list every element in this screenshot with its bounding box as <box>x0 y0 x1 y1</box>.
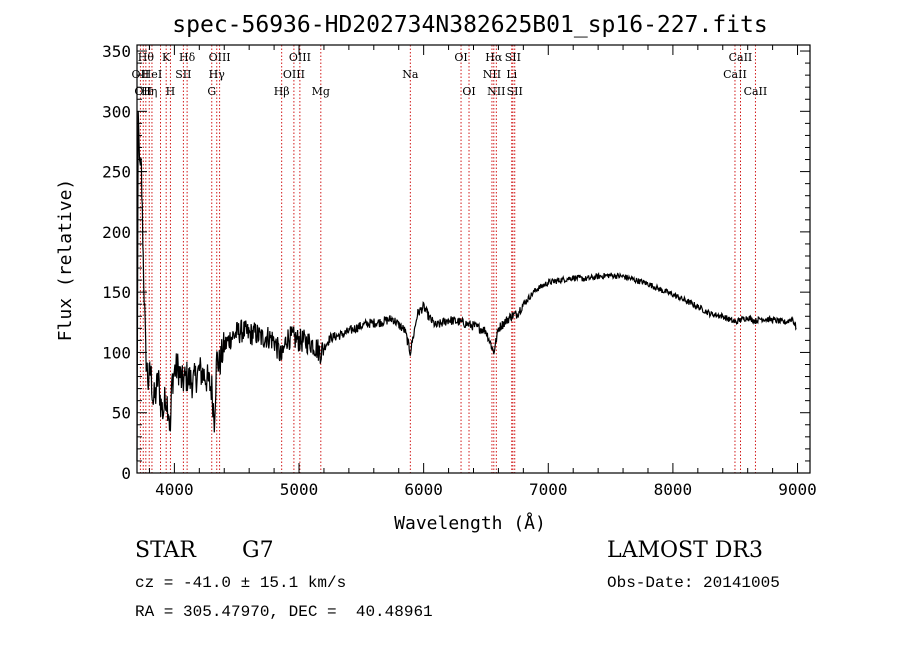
line-label: NII <box>487 85 505 98</box>
y-tick-label: 150 <box>102 283 131 302</box>
line-label: OI <box>462 85 475 98</box>
class-label: STAR <box>135 538 196 563</box>
line-label: OII <box>132 68 150 81</box>
line-label: Hθ <box>138 51 155 64</box>
line-label: OI <box>454 51 467 64</box>
line-label: Hγ <box>209 68 226 81</box>
x-axis-ticks: 4000 5000 6000 7000 8000 9000 <box>148 45 817 499</box>
y-tick-label: 0 <box>121 464 131 483</box>
x-tick-label: 4000 <box>155 480 194 499</box>
y-axis-label: Flux (relative) <box>55 179 76 342</box>
line-label: NII <box>483 68 501 81</box>
line-label: Hη <box>141 85 157 98</box>
y-axis-ticks: 0 50 100 150 200 250 300 350 <box>102 42 810 483</box>
line-label: Mg <box>312 85 330 98</box>
y-tick-label: 300 <box>102 102 131 121</box>
line-label: SII <box>505 51 521 64</box>
line-label: CaII <box>744 85 768 98</box>
line-label: CaII <box>729 51 753 64</box>
y-tick-label: 50 <box>112 404 131 423</box>
line-label: Na <box>402 68 419 81</box>
line-label: K <box>162 51 171 64</box>
plot-frame <box>136 44 811 474</box>
y-tick-label: 250 <box>102 163 131 182</box>
subclass-label: G7 <box>242 538 274 563</box>
line-label: SII <box>507 85 523 98</box>
spectrum-line <box>136 111 797 461</box>
line-label: Hα <box>485 51 503 64</box>
line-label: Hβ <box>274 85 290 98</box>
line-label: Hδ <box>179 51 196 64</box>
coordinates-text: RA = 305.47970, DEC = 40.48961 <box>135 603 433 621</box>
line-label: OIII <box>209 51 231 64</box>
x-tick-label: 9000 <box>778 480 817 499</box>
line-label: HeI <box>142 68 162 81</box>
line-label: OIII <box>283 68 305 81</box>
line-label: G <box>207 85 216 98</box>
obs-date-text: Obs-Date: 20141005 <box>607 574 780 592</box>
emission-line-markers <box>139 45 756 473</box>
x-axis-label: Wavelength (Å) <box>394 512 546 534</box>
line-label: OII <box>134 85 152 98</box>
line-label: Li <box>506 68 517 81</box>
line-label: OIII <box>289 51 311 64</box>
redshift-text: cz = -41.0 ± 15.1 km/s <box>135 574 347 592</box>
x-tick-label: 6000 <box>404 480 443 499</box>
x-tick-label: 8000 <box>654 480 693 499</box>
line-label: CaII <box>723 68 747 81</box>
y-tick-label: 350 <box>102 42 131 61</box>
line-label: SII <box>175 68 191 81</box>
line-label: H <box>166 85 176 98</box>
chart-title: spec-56936-HD202734N382625B01_sp16-227.f… <box>172 12 767 38</box>
survey-label: LAMOST DR3 <box>607 538 763 563</box>
y-tick-label: 200 <box>102 223 131 242</box>
x-tick-label: 7000 <box>529 480 568 499</box>
y-tick-label: 100 <box>102 343 131 362</box>
x-tick-label: 5000 <box>280 480 319 499</box>
